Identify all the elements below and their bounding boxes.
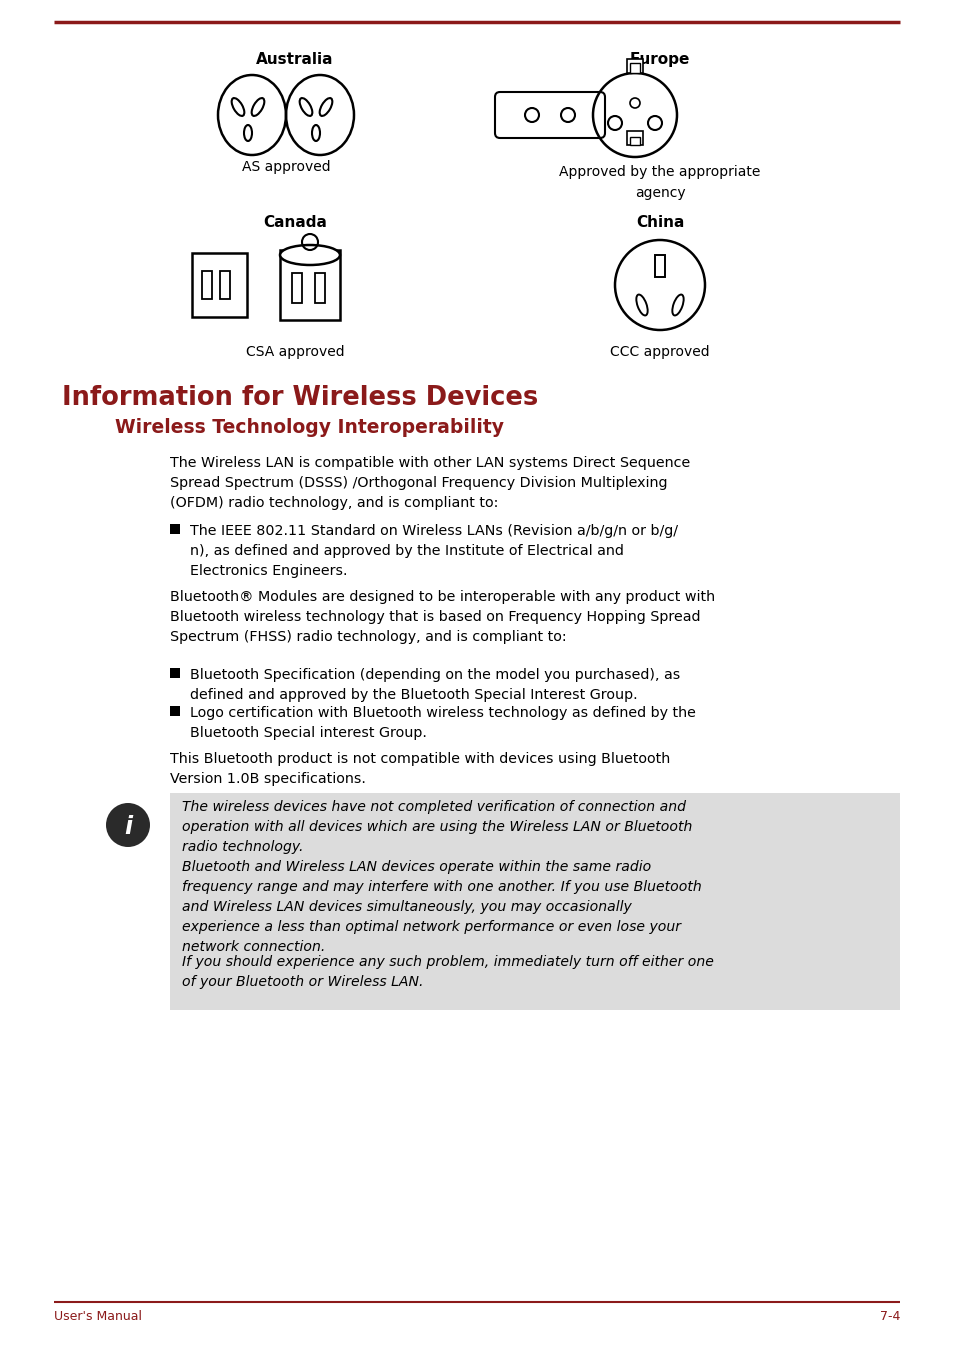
Bar <box>629 137 639 145</box>
Text: User's Manual: User's Manual <box>54 1310 142 1323</box>
Text: i: i <box>124 815 132 839</box>
Bar <box>626 130 642 145</box>
Text: Approved by the appropriate
agency: Approved by the appropriate agency <box>558 165 760 199</box>
Bar <box>192 253 247 317</box>
Bar <box>629 63 639 73</box>
Text: CCC approved: CCC approved <box>610 346 709 359</box>
Text: The wireless devices have not completed verification of connection and
operation: The wireless devices have not completed … <box>182 800 692 854</box>
Bar <box>170 525 180 534</box>
Text: Bluetooth and Wireless LAN devices operate within the same radio
frequency range: Bluetooth and Wireless LAN devices opera… <box>182 859 701 954</box>
Text: Bluetooth® Modules are designed to be interoperable with any product with
Blueto: Bluetooth® Modules are designed to be in… <box>170 590 715 644</box>
Bar <box>170 668 180 678</box>
Bar <box>626 59 642 73</box>
Bar <box>170 706 180 716</box>
Text: Logo certification with Bluetooth wireless technology as defined by the
Bluetoot: Logo certification with Bluetooth wirele… <box>190 706 695 740</box>
Text: Information for Wireless Devices: Information for Wireless Devices <box>62 385 537 412</box>
Bar <box>314 273 325 303</box>
Text: AS approved: AS approved <box>241 160 330 174</box>
Bar <box>170 794 899 1010</box>
Text: CSA approved: CSA approved <box>246 346 344 359</box>
Bar <box>292 273 302 303</box>
Text: The IEEE 802.11 Standard on Wireless LANs (Revision a/b/g/n or b/g/
n), as defin: The IEEE 802.11 Standard on Wireless LAN… <box>190 525 678 578</box>
Bar <box>280 250 339 320</box>
Text: The Wireless LAN is compatible with other LAN systems Direct Sequence
Spread Spe: The Wireless LAN is compatible with othe… <box>170 456 690 510</box>
Bar <box>202 270 212 299</box>
Bar <box>220 270 230 299</box>
Text: Canada: Canada <box>263 215 327 230</box>
Text: Bluetooth Specification (depending on the model you purchased), as
defined and a: Bluetooth Specification (depending on th… <box>190 668 679 702</box>
Text: This Bluetooth product is not compatible with devices using Bluetooth
Version 1.: This Bluetooth product is not compatible… <box>170 752 670 785</box>
Text: If you should experience any such problem, immediately turn off either one
of yo: If you should experience any such proble… <box>182 955 713 989</box>
Ellipse shape <box>280 245 339 265</box>
Bar <box>655 256 664 277</box>
Circle shape <box>106 803 150 847</box>
Text: 7-4: 7-4 <box>879 1310 899 1323</box>
Text: Europe: Europe <box>629 52 689 67</box>
Text: China: China <box>635 215 683 230</box>
Text: Wireless Technology Interoperability: Wireless Technology Interoperability <box>115 418 503 437</box>
Text: Australia: Australia <box>256 52 334 67</box>
